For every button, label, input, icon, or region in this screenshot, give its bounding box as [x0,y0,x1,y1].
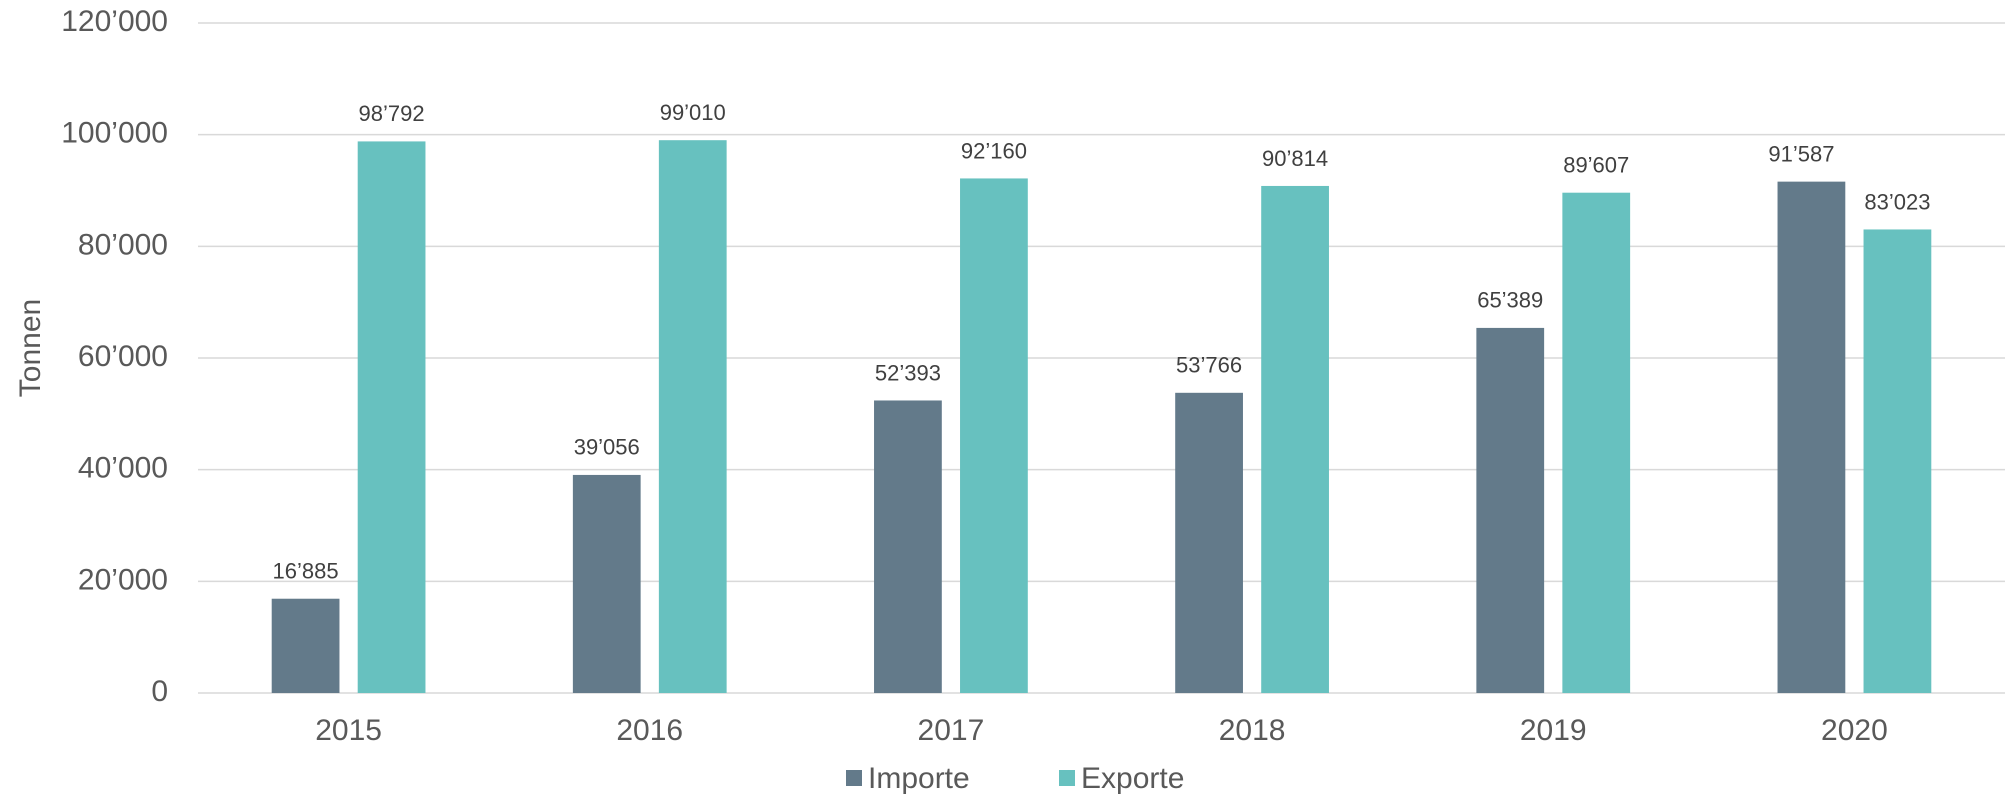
data-label: 16’885 [273,559,339,584]
x-tick-label: 2016 [616,714,683,747]
x-tick-label: 2017 [918,714,985,747]
legend-label: Exporte [1081,762,1184,795]
y-tick-label: 120’000 [61,5,168,38]
data-label: 52’393 [875,360,941,385]
bar [1777,181,1846,693]
bar [1261,185,1329,693]
data-label: 53’766 [1176,353,1242,378]
x-tick-label: 2019 [1520,714,1587,747]
bar [1175,392,1243,693]
x-tick-label: 2020 [1821,714,1888,747]
x-tick-label: 2018 [1219,714,1286,747]
y-tick-label: 40’000 [78,452,168,485]
y-tick-label: 100’000 [61,117,168,150]
bar [1476,327,1545,693]
bar [658,140,727,694]
legend-swatch [1059,770,1075,786]
data-label: 99’010 [660,100,726,125]
data-label: 92’160 [961,138,1027,163]
y-tick-label: 0 [151,675,168,708]
legend-label: Importe [868,762,970,795]
y-tick-label: 20’000 [78,563,168,596]
y-tick-label: 80’000 [78,228,168,261]
bar [572,474,641,693]
data-label: 83’023 [1864,189,1930,214]
bar [1863,229,1932,694]
x-tick-label: 2015 [315,714,382,747]
data-label: 91’587 [1768,141,1834,166]
data-label: 65’389 [1477,288,1543,313]
bar [271,598,340,693]
bar [357,141,426,694]
bar [874,400,942,693]
data-label: 89’607 [1563,153,1629,178]
legend-swatch [846,770,862,786]
y-axis-label: Tonnen [14,299,47,397]
data-label: 98’792 [359,101,425,126]
bar [1562,192,1631,693]
data-label: 90’814 [1262,146,1328,171]
data-label: 39’056 [574,435,640,460]
bar [960,178,1028,693]
y-tick-label: 60’000 [78,340,168,373]
